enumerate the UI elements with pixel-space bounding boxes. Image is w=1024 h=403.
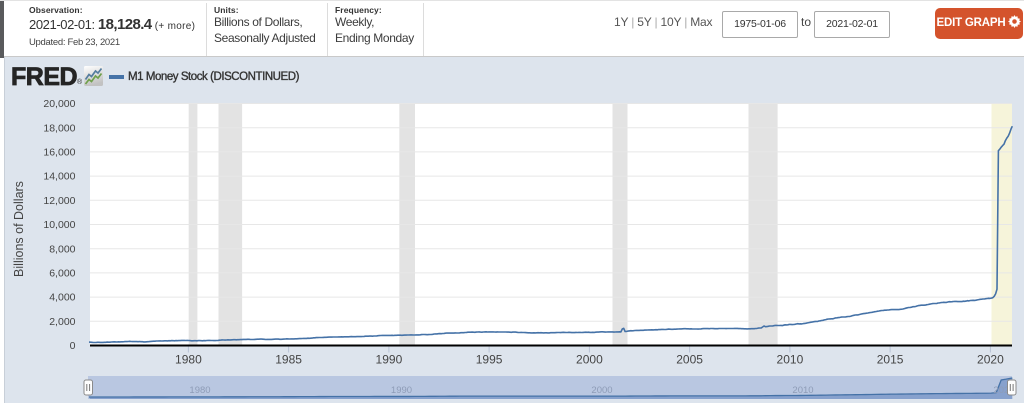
svg-text:1995: 1995 (476, 353, 503, 367)
svg-text:2020: 2020 (993, 385, 1014, 396)
svg-text:0: 0 (70, 340, 76, 352)
svg-text:Billions of Dollars: Billions of Dollars (12, 181, 26, 277)
svg-text:1980: 1980 (189, 385, 210, 396)
svg-text:2005: 2005 (676, 353, 703, 367)
svg-text:2010: 2010 (777, 353, 804, 367)
svg-text:20,000: 20,000 (43, 98, 75, 110)
svg-text:2,000: 2,000 (49, 316, 75, 328)
svg-text:16,000: 16,000 (43, 147, 75, 159)
svg-text:1990: 1990 (376, 353, 403, 367)
svg-text:8,000: 8,000 (49, 243, 75, 255)
svg-text:10,000: 10,000 (43, 219, 75, 231)
svg-text:2000: 2000 (591, 385, 612, 396)
svg-text:2020: 2020 (977, 353, 1004, 367)
svg-text:12,000: 12,000 (43, 195, 75, 207)
svg-text:4,000: 4,000 (49, 292, 75, 304)
svg-text:2000: 2000 (576, 353, 603, 367)
svg-text:2010: 2010 (792, 385, 813, 396)
svg-text:1990: 1990 (391, 385, 412, 396)
svg-text:18,000: 18,000 (43, 122, 75, 134)
svg-text:6,000: 6,000 (49, 268, 75, 280)
svg-text:2015: 2015 (877, 353, 904, 367)
svg-text:1985: 1985 (275, 353, 302, 367)
svg-text:14,000: 14,000 (43, 171, 75, 183)
svg-text:1980: 1980 (175, 353, 202, 367)
